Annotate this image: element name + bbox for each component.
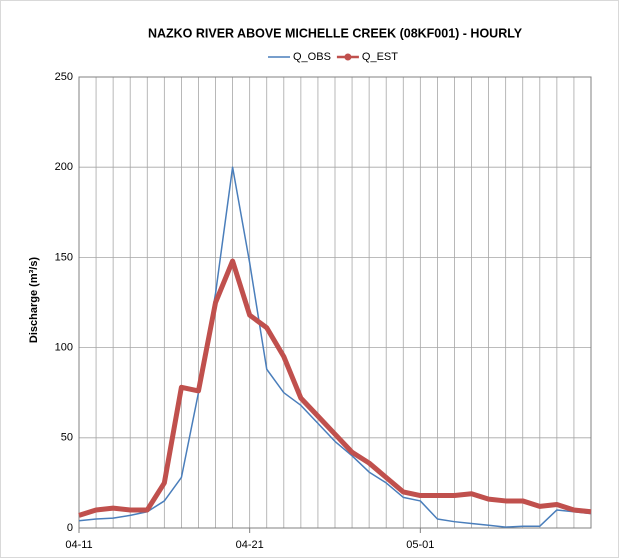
y-tick-label: 150 [55, 251, 73, 263]
y-tick-label: 250 [55, 71, 73, 83]
plot-area [78, 76, 592, 529]
y-tick-label: 50 [61, 432, 73, 444]
legend-label: Q_EST [362, 51, 398, 63]
y-axis-label: Discharge (m³/s) [28, 257, 40, 344]
legend-marker [344, 53, 352, 61]
x-tick-label: 04-11 [65, 539, 92, 551]
series-line [78, 258, 592, 518]
x-tick-label: 05-01 [406, 539, 434, 551]
chart-title: NAZKO RIVER ABOVE MICHELLE CREEK (08KF00… [148, 26, 523, 40]
series-line [78, 166, 592, 528]
x-tick-label: 04-21 [236, 539, 264, 551]
y-tick-label: 100 [55, 342, 73, 354]
legend-label: Q_OBS [293, 51, 331, 63]
y-tick-label: 0 [67, 522, 73, 534]
y-tick-label: 200 [55, 161, 73, 173]
